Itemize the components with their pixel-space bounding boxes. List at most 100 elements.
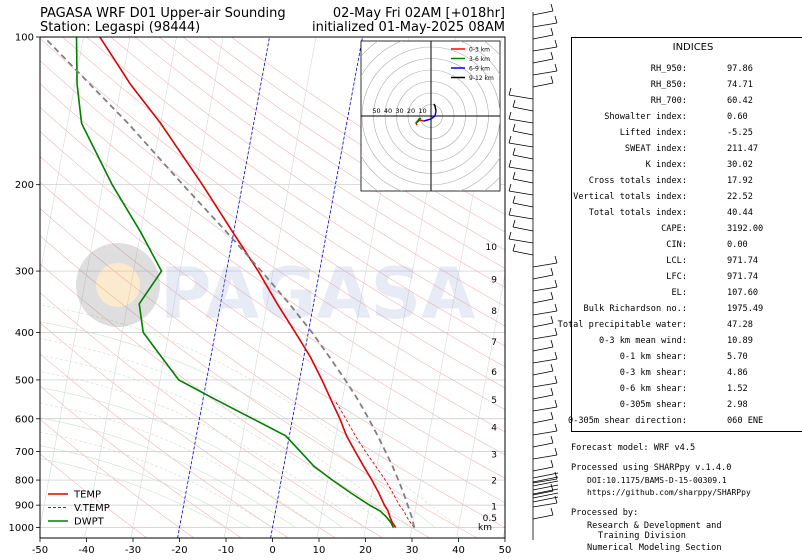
wind-barb	[512, 195, 534, 208]
height-label: 6	[491, 368, 497, 378]
index-value: 30.02	[727, 160, 753, 170]
index-value: 211.47	[727, 144, 759, 154]
barb-shaft	[532, 34, 554, 40]
index-row: 0-3 km mean wind: 10.89	[572, 335, 802, 347]
wind-barb	[532, 291, 554, 304]
wind-barb	[508, 87, 534, 100]
barb-feather	[508, 159, 512, 168]
isotherm-line	[130, 37, 224, 538]
height-label: 7	[491, 338, 497, 348]
height-axis: km 0.5 1 2 3 4 5 6 7 8 9 10	[478, 243, 497, 533]
barb-feather	[508, 183, 512, 192]
barb-shaft	[532, 70, 558, 76]
x-tick-label: -40	[78, 545, 94, 556]
barb-shaft	[532, 472, 559, 479]
x-tick-label: -30	[125, 545, 141, 556]
wind-barb	[532, 423, 558, 436]
index-label: 0-3 km shear:	[619, 368, 687, 378]
height-unit-label: km	[478, 523, 492, 533]
wind-barb	[532, 39, 558, 52]
index-row: Lifted index: -5.25	[572, 127, 802, 139]
barb-shaft	[512, 250, 534, 256]
hodograph-trace	[433, 103, 437, 112]
x-tick-label: 0	[269, 545, 275, 556]
height-label: 8	[491, 307, 497, 317]
barb-shaft	[512, 130, 534, 136]
barb-shaft	[532, 476, 559, 483]
dry-adiabat	[40, 292, 383, 538]
dry-adiabat	[40, 322, 336, 538]
barb-feather	[554, 63, 558, 72]
wind-barb	[532, 387, 554, 400]
barb-shaft	[532, 274, 554, 280]
wind-barb	[532, 279, 558, 292]
index-value: 60.42	[727, 96, 753, 106]
index-row: 0-3 km shear: 4.86	[572, 367, 802, 379]
y-axis: 100 200 300 400 500 600 700 800 900 1000	[9, 33, 40, 534]
barb-feather	[550, 459, 554, 468]
isotherm-line	[456, 272, 505, 538]
hodograph-legend-label: 6-9 km	[469, 66, 490, 73]
index-label: 0-6 km shear:	[619, 384, 687, 394]
repo-url: https://github.com/sharppy/SHARPpy	[587, 488, 751, 497]
index-row: RH_950: 97.86	[572, 63, 802, 75]
hodograph-legend-label: 0-3 km	[469, 47, 490, 54]
series-parcel	[43, 37, 416, 528]
moist-adiabat	[40, 304, 459, 528]
barb-feather	[512, 123, 516, 132]
wind-barb	[532, 303, 558, 316]
dry-adiabat	[182, 37, 505, 251]
index-row: K index: 30.02	[572, 159, 802, 171]
barb-shaft	[532, 46, 558, 52]
barb-feather	[508, 111, 512, 120]
barb-shaft	[532, 492, 559, 499]
barb-shaft	[508, 118, 534, 124]
index-row: Total totals index: 40.44	[572, 207, 802, 219]
barb-shaft	[532, 286, 558, 292]
isotherm-line	[40, 37, 131, 530]
barb-feather	[550, 411, 554, 420]
barb-shaft	[532, 346, 554, 352]
hodograph-trace	[415, 117, 422, 124]
index-label: CIN:	[666, 240, 687, 250]
series-temp	[99, 37, 397, 529]
processed-using: Processed using SHARPpy v.1.4.0	[571, 463, 732, 473]
barb-shaft	[532, 466, 554, 472]
index-value: 97.86	[727, 64, 753, 74]
height-label: 1	[491, 502, 497, 512]
index-value: 0.60	[727, 112, 748, 122]
wind-barb	[512, 243, 534, 256]
legend-label: V.TEMP	[74, 503, 110, 514]
dry-adiabat	[40, 131, 505, 456]
hodograph-ring-label: 10	[418, 107, 426, 115]
barb-feather	[508, 135, 512, 144]
indices-panel: INDICES RH_950: 97.86 RH_850: 74.71 RH_700: 6…	[558, 37, 802, 432]
barb-shaft	[532, 490, 554, 496]
barb-shaft	[532, 484, 559, 491]
barb-feather	[508, 231, 512, 240]
wind-barb	[532, 15, 558, 28]
barb-feather	[554, 255, 558, 264]
y-tick-label: 600	[15, 414, 34, 425]
index-value: 0.00	[727, 240, 748, 250]
barb-feather	[512, 147, 516, 156]
x-tick-label: -20	[171, 545, 187, 556]
index-value: 060 ENE	[727, 416, 764, 426]
barb-shaft	[532, 22, 558, 28]
wind-barb	[532, 447, 558, 460]
barb-feather	[550, 51, 554, 60]
y-tick-label: 100	[15, 33, 34, 44]
index-row: Total precipitable water: 47.28	[558, 319, 802, 331]
barb-feather	[550, 291, 554, 300]
y-tick-label: 700	[15, 447, 34, 458]
wind-barb	[508, 183, 534, 196]
barb-shaft	[532, 370, 554, 376]
barb-shaft	[512, 226, 534, 232]
wind-barb	[532, 3, 554, 16]
series-layer	[43, 37, 416, 529]
dry-adiabat	[40, 208, 505, 528]
barb-feather	[512, 219, 516, 228]
barb-feather	[550, 435, 554, 444]
moist-adiabat	[40, 355, 389, 528]
